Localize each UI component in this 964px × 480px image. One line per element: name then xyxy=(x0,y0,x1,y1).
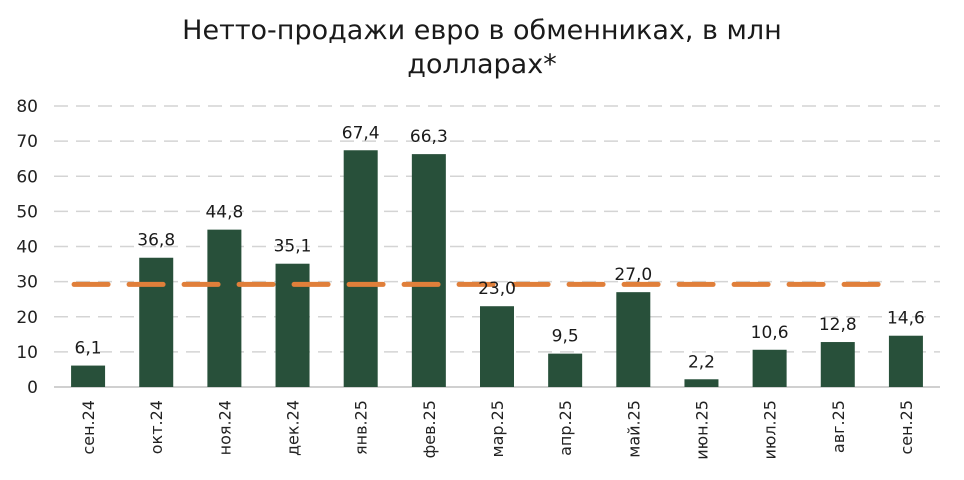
y-tick-label: 0 xyxy=(27,378,38,398)
x-axis: сен.24 окт.24 ноя.24 дек.24 янв.25 фев.25 мар.… xyxy=(79,400,916,460)
data-label: 35,1 xyxy=(274,237,312,257)
y-tick-label: 40 xyxy=(16,238,38,258)
bar xyxy=(888,335,923,387)
x-tick-label: янв.25 xyxy=(352,400,371,455)
x-tick-label: дек.24 xyxy=(284,400,303,456)
y-axis: 0 10 20 30 40 50 60 70 80 xyxy=(16,97,38,398)
x-tick-label: сен.25 xyxy=(897,400,916,455)
bar xyxy=(752,349,787,387)
bars xyxy=(71,150,923,387)
x-tick-label: июл.25 xyxy=(761,400,780,460)
x-tick-label: ноя.24 xyxy=(215,400,234,455)
bar xyxy=(616,292,651,387)
x-tick-label: сен.24 xyxy=(79,400,98,455)
x-tick-label: авг.25 xyxy=(829,400,848,453)
y-tick-label: 30 xyxy=(16,273,38,293)
data-label: 2,2 xyxy=(688,352,715,372)
data-label: 66,3 xyxy=(410,127,448,147)
data-label: 67,4 xyxy=(342,123,380,143)
data-labels: 6,1 36,8 44,8 35,1 67,4 66,3 23,0 9,5 27,0 2,2 10,… xyxy=(75,123,925,372)
data-label: 14,6 xyxy=(887,309,925,329)
bar xyxy=(343,150,378,387)
x-tick-label: апр.25 xyxy=(556,400,575,456)
data-label: 44,8 xyxy=(205,203,243,223)
y-tick-label: 20 xyxy=(16,308,38,328)
bar xyxy=(480,306,514,387)
chart-title: Нетто-продажи евро в обменниках, в млн д… xyxy=(0,14,964,82)
data-label: 27,0 xyxy=(614,265,652,285)
chart-title-line-2: долларах* xyxy=(407,49,557,80)
x-tick-label: окт.24 xyxy=(147,400,166,454)
bar xyxy=(684,379,719,387)
y-tick-label: 80 xyxy=(16,97,38,117)
x-tick-label: фев.25 xyxy=(420,400,439,458)
data-label: 6,1 xyxy=(75,339,102,359)
data-label: 12,8 xyxy=(819,315,857,335)
y-tick-label: 10 xyxy=(16,343,38,363)
y-tick-label: 50 xyxy=(16,202,38,222)
bar xyxy=(71,365,106,387)
y-tick-label: 60 xyxy=(16,167,38,187)
chart-title-line-1: Нетто-продажи евро в обменниках, в млн xyxy=(182,15,782,46)
y-tick-label: 70 xyxy=(16,132,38,152)
bar xyxy=(820,342,855,387)
data-label: 9,5 xyxy=(552,327,579,347)
data-label: 10,6 xyxy=(751,323,789,343)
bar xyxy=(411,154,446,387)
data-label: 36,8 xyxy=(137,231,175,251)
x-tick-label: мар.25 xyxy=(488,400,507,457)
bar xyxy=(207,229,242,387)
data-label: 23,0 xyxy=(478,279,516,299)
bar xyxy=(548,353,583,387)
x-tick-label: май.25 xyxy=(624,400,643,458)
x-tick-label: июн.25 xyxy=(692,400,711,460)
bar xyxy=(139,257,174,387)
